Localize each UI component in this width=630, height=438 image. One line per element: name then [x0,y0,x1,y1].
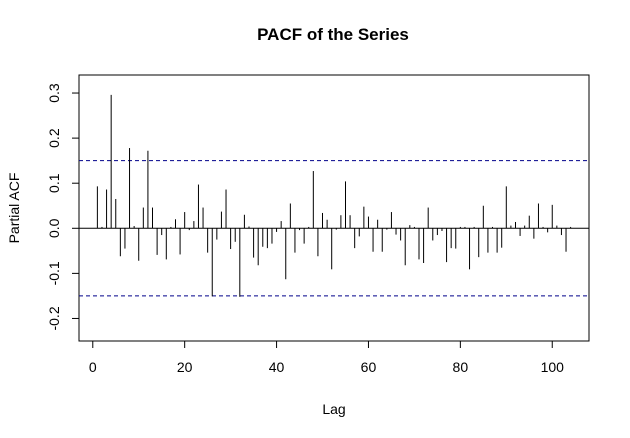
plot-frame [78,74,590,342]
y-tick-label: 0.1 [46,173,62,193]
chart-title: PACF of the Series [257,25,409,44]
y-axis-label: Partial ACF [6,173,22,244]
x-tick-label: 0 [89,359,97,375]
x-tick-label: 60 [361,359,377,375]
y-axis: -0.2 -0.1 0.0 0.1 0.2 0.3 [46,83,80,331]
y-tick-label: -0.2 [46,306,62,330]
x-axis-label: Lag [322,401,345,417]
x-tick-label: 100 [541,359,565,375]
pacf-bars [96,94,572,297]
x-tick-label: 20 [177,359,193,375]
y-tick-label: -0.1 [46,261,62,285]
x-tick-label: 80 [453,359,469,375]
x-tick-label: 40 [269,359,285,375]
y-tick-label: 0.0 [46,218,62,238]
y-tick-label: 0.3 [46,83,62,103]
y-tick-label: 0.2 [46,128,62,148]
x-axis: 0 20 40 60 80 100 [89,340,565,375]
